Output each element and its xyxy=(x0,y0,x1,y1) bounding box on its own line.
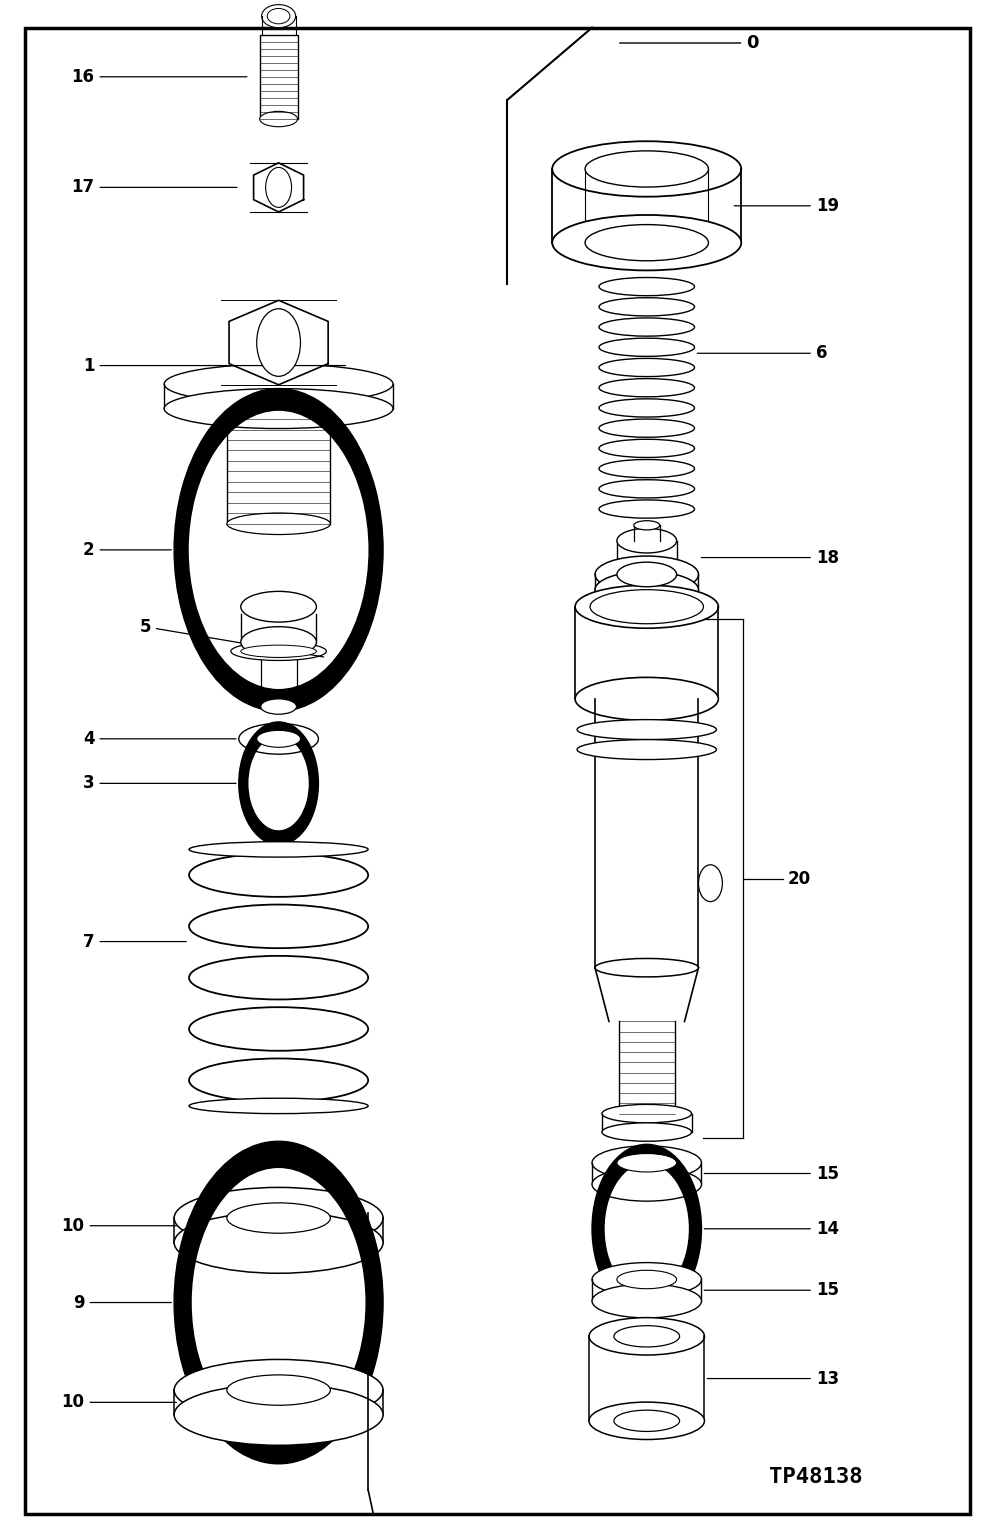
Ellipse shape xyxy=(594,571,698,608)
Ellipse shape xyxy=(174,1187,383,1249)
Text: 10: 10 xyxy=(62,1393,176,1412)
Text: 1: 1 xyxy=(83,356,345,375)
Circle shape xyxy=(265,167,291,207)
Ellipse shape xyxy=(588,1402,704,1439)
Ellipse shape xyxy=(613,1326,679,1347)
Text: 2: 2 xyxy=(83,541,171,559)
Ellipse shape xyxy=(575,677,718,720)
Ellipse shape xyxy=(598,358,694,376)
Text: 9: 9 xyxy=(73,1293,171,1312)
Ellipse shape xyxy=(267,8,289,25)
Ellipse shape xyxy=(594,958,698,977)
Ellipse shape xyxy=(598,419,694,438)
Ellipse shape xyxy=(591,1167,701,1201)
Ellipse shape xyxy=(598,479,694,498)
Text: 10: 10 xyxy=(62,1217,176,1235)
Text: 6: 6 xyxy=(697,344,827,362)
Ellipse shape xyxy=(633,521,659,530)
Ellipse shape xyxy=(598,278,694,296)
Circle shape xyxy=(256,309,300,376)
Ellipse shape xyxy=(256,731,300,748)
Ellipse shape xyxy=(601,1123,691,1141)
Ellipse shape xyxy=(575,585,718,628)
Ellipse shape xyxy=(584,224,708,261)
Ellipse shape xyxy=(239,723,318,754)
Ellipse shape xyxy=(598,399,694,418)
Ellipse shape xyxy=(616,1154,676,1172)
Text: 3: 3 xyxy=(83,774,236,793)
Ellipse shape xyxy=(588,1318,704,1355)
Ellipse shape xyxy=(227,1203,330,1233)
Ellipse shape xyxy=(591,1146,701,1180)
Text: 14: 14 xyxy=(704,1220,838,1238)
Text: 0: 0 xyxy=(619,34,758,52)
Ellipse shape xyxy=(174,1384,383,1445)
Ellipse shape xyxy=(259,112,297,127)
Text: 7: 7 xyxy=(83,932,186,951)
Ellipse shape xyxy=(174,1212,383,1273)
Ellipse shape xyxy=(616,562,676,587)
Ellipse shape xyxy=(241,645,316,657)
Ellipse shape xyxy=(552,141,741,197)
Ellipse shape xyxy=(164,389,393,429)
Ellipse shape xyxy=(189,842,368,857)
Text: 16: 16 xyxy=(72,68,247,86)
Bar xyxy=(259,34,297,120)
Ellipse shape xyxy=(591,1284,701,1318)
Ellipse shape xyxy=(598,338,694,356)
Ellipse shape xyxy=(189,1058,368,1101)
Ellipse shape xyxy=(616,528,676,553)
Ellipse shape xyxy=(598,499,694,518)
Text: 15: 15 xyxy=(704,1164,838,1183)
Ellipse shape xyxy=(598,378,694,396)
Text: TP48138: TP48138 xyxy=(768,1467,862,1487)
Text: 20: 20 xyxy=(787,869,810,888)
Ellipse shape xyxy=(577,719,716,740)
Ellipse shape xyxy=(189,1098,368,1114)
Text: 4: 4 xyxy=(83,730,236,748)
Ellipse shape xyxy=(584,151,708,187)
Ellipse shape xyxy=(174,1359,383,1421)
Polygon shape xyxy=(229,301,328,386)
Ellipse shape xyxy=(598,318,694,336)
Text: 17: 17 xyxy=(72,178,237,197)
Ellipse shape xyxy=(189,905,368,948)
Text: 13: 13 xyxy=(707,1370,838,1387)
Ellipse shape xyxy=(261,5,295,28)
Text: 5: 5 xyxy=(139,617,323,657)
Ellipse shape xyxy=(241,627,316,657)
Text: 19: 19 xyxy=(734,197,838,215)
Ellipse shape xyxy=(598,439,694,458)
Ellipse shape xyxy=(164,364,393,404)
Ellipse shape xyxy=(189,955,368,1000)
Ellipse shape xyxy=(260,699,296,714)
Ellipse shape xyxy=(598,298,694,316)
Ellipse shape xyxy=(189,854,368,897)
Ellipse shape xyxy=(241,591,316,622)
Text: 18: 18 xyxy=(701,548,838,567)
Ellipse shape xyxy=(613,1410,679,1432)
Text: 15: 15 xyxy=(704,1281,838,1299)
Ellipse shape xyxy=(598,459,694,478)
Ellipse shape xyxy=(227,1375,330,1405)
Polygon shape xyxy=(253,163,303,212)
Ellipse shape xyxy=(552,215,741,270)
Ellipse shape xyxy=(189,1008,368,1051)
Ellipse shape xyxy=(601,1104,691,1123)
Ellipse shape xyxy=(231,642,326,660)
Ellipse shape xyxy=(616,1270,676,1289)
Ellipse shape xyxy=(227,513,330,535)
Ellipse shape xyxy=(594,556,698,593)
Ellipse shape xyxy=(577,740,716,760)
Circle shape xyxy=(698,865,722,902)
Ellipse shape xyxy=(589,590,703,624)
Ellipse shape xyxy=(618,1106,674,1121)
Ellipse shape xyxy=(591,1263,701,1296)
